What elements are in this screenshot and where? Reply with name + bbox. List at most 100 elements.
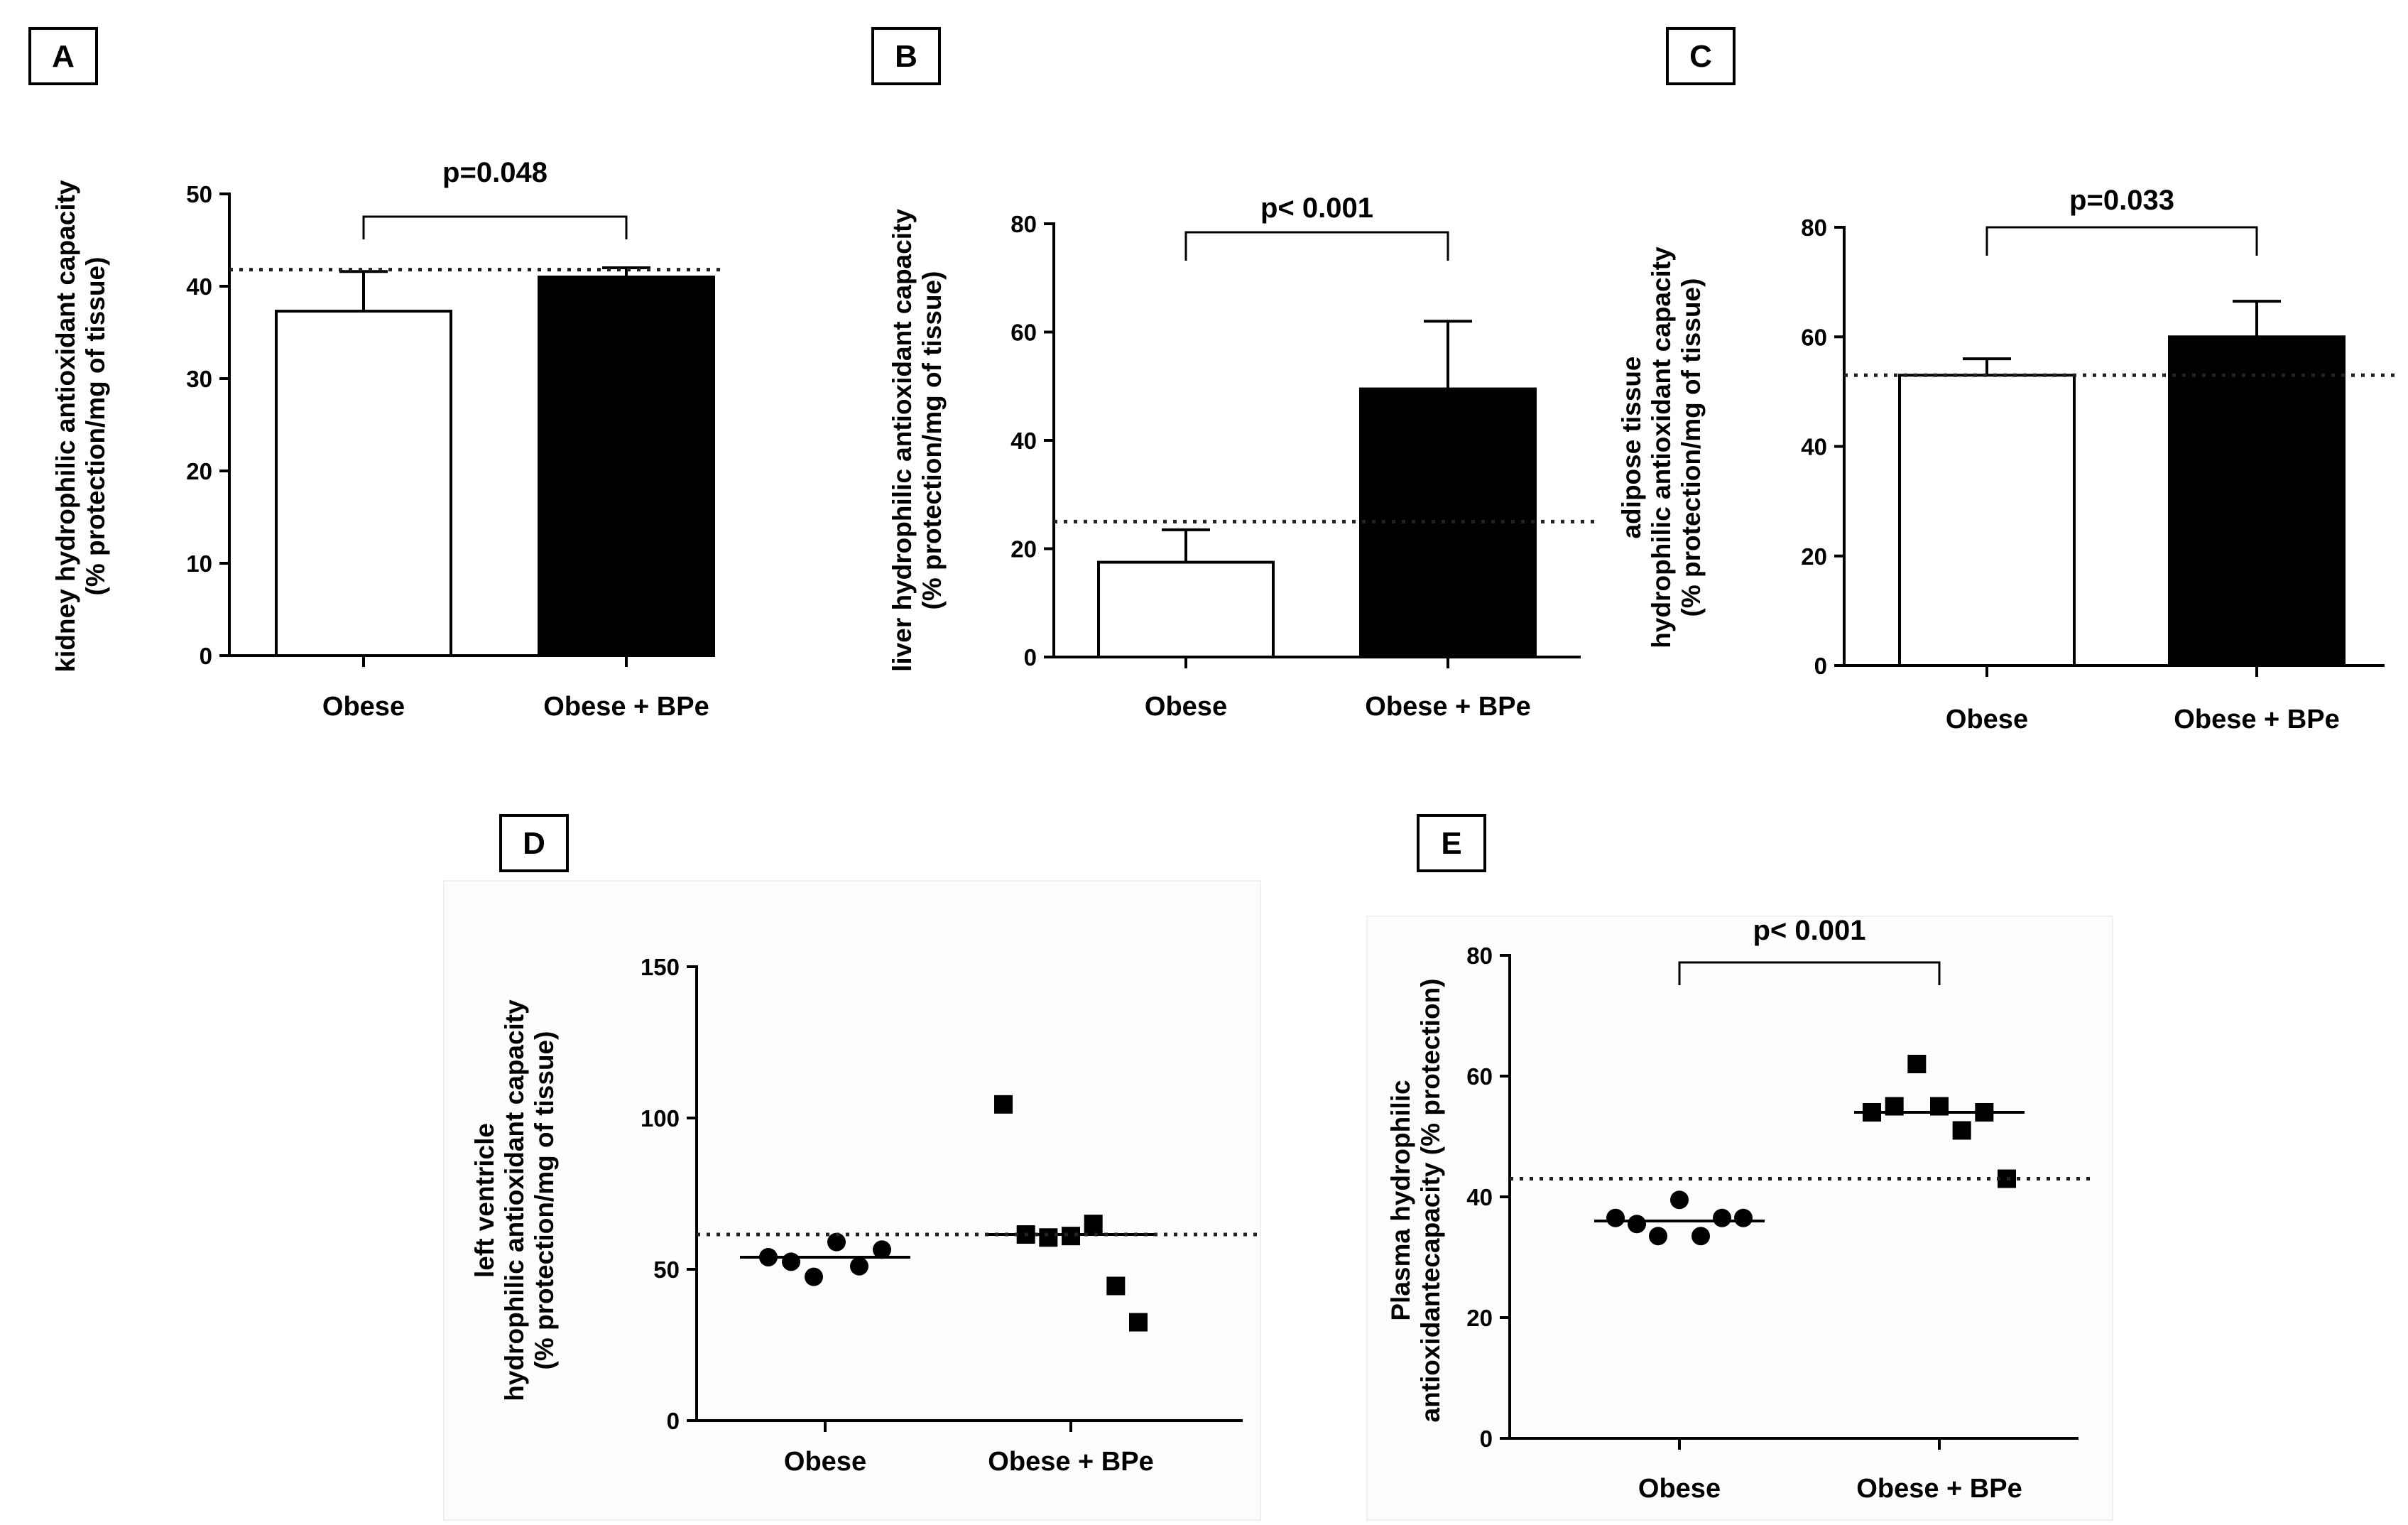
panel-c: C 0 20 40 60 80 Obese Obese + BPe adipose tissue… — [1617, 27, 2399, 734]
panel-c-y-axis-title-line: adipose tissue — [1617, 356, 1646, 538]
panel-e-p-value: p< 0.001 — [1753, 915, 1865, 946]
panel-d-point-obese — [850, 1257, 868, 1276]
panel-c-p-value: p=0.033 — [2069, 185, 2174, 216]
panel-b-y-tick-label: 0 — [1024, 644, 1037, 671]
panel-d-point-obese-bpe — [1129, 1313, 1148, 1332]
panel-d-backdrop — [443, 880, 1261, 1521]
panel-b-bar-obese-bpe — [1359, 387, 1537, 658]
panel-b-letter: B — [895, 39, 917, 74]
panel-e-x-tick-label: Obese — [1638, 1474, 1721, 1504]
panel-b-bar-obese — [1097, 560, 1275, 658]
panel-e-y-tick-label: 80 — [1466, 943, 1493, 969]
panel-a: A 0 10 20 30 40 50 Obese Obese + BPe kidney hydro… — [28, 27, 724, 722]
panel-b-significance-bracket — [1184, 231, 1449, 261]
panel-e: E 0 20 40 60 80 Obese Obese + BPe Plasma hydroph… — [1386, 814, 2093, 1504]
panel-a-y-tick-label: 10 — [186, 550, 212, 577]
panel-e-y-tick-label: 0 — [1480, 1426, 1493, 1452]
panel-d-point-obese — [873, 1240, 891, 1259]
panel-e-y-tick-label: 20 — [1466, 1305, 1493, 1331]
panels-root: A 0 10 20 30 40 50 Obese Obese + BPe kidney hydro… — [28, 27, 2399, 1504]
panel-a-y-axis-title: kidney hydrophilic antioxidant capacity(… — [51, 180, 110, 672]
panel-c-y-tick-label: 60 — [1801, 324, 1827, 350]
panel-e-point-obese — [1670, 1190, 1689, 1210]
panel-a-y-tick-label: 30 — [186, 366, 212, 392]
panel-c-y-tick-label: 80 — [1801, 215, 1827, 241]
panel-a-y-tick-label: 40 — [186, 273, 212, 300]
panel-b-p-value: p< 0.001 — [1260, 192, 1373, 224]
panel-e-y-axis-title-line: Plasma hydrophilic — [1386, 1080, 1415, 1320]
panel-e-point-obese-bpe — [1907, 1055, 1927, 1073]
panel-b-x-tick-label: Obese — [1145, 692, 1227, 722]
panel-c-y-axis-title-line: hydrophilic antioxidant capacity — [1647, 246, 1676, 648]
panel-b-x-tick-label: Obese + BPe — [1365, 692, 1530, 722]
panel-e-letter: E — [1441, 826, 1461, 861]
panel-a-y-axis-title-line: kidney hydrophilic antioxidant capacity — [51, 180, 80, 672]
panel-a-letter-box — [28, 27, 98, 85]
panel-c-x-tick-label: Obese + BPe — [2174, 705, 2339, 734]
panel-d: D 0 50 100 150 Obese Obese + BPe left ventricle… — [470, 814, 1257, 1477]
panel-d-point-obese-bpe — [1106, 1276, 1126, 1296]
panel-e-y-tick-label: 60 — [1466, 1063, 1493, 1090]
panel-d-x-tick-label: Obese — [784, 1447, 866, 1477]
panel-d-y-tick-label: 100 — [641, 1105, 680, 1131]
panel-b-y-axis-title-line: (% protection/mg of tissue) — [917, 271, 947, 610]
panel-d-letter: D — [523, 826, 545, 861]
panel-d-point-obese-bpe — [994, 1095, 1013, 1114]
panel-d-y-tick-label: 0 — [667, 1408, 680, 1434]
panel-c-bar-obese — [1898, 374, 2076, 667]
panel-e-point-obese-bpe — [1952, 1121, 1971, 1140]
panel-e-x-tick-label: Obese + BPe — [1856, 1474, 2022, 1504]
panel-a-y-tick-label: 50 — [186, 181, 212, 207]
panel-a-x-tick-label: Obese + BPe — [543, 692, 709, 722]
panel-d-y-tick-label: 150 — [641, 954, 680, 980]
panel-c-letter-box — [1666, 27, 1736, 85]
panel-a-x-tick-label: Obese — [322, 692, 405, 722]
panel-d-point-obese — [827, 1232, 846, 1252]
panel-b-y-tick-label: 20 — [1010, 536, 1037, 563]
panel-e-letter-box — [1417, 814, 1486, 872]
panel-e-point-obese — [1734, 1208, 1753, 1227]
panel-c-y-tick-label: 40 — [1801, 434, 1827, 460]
panel-d-y-axis-title-line: (% protection/mg of tissue) — [530, 1031, 559, 1370]
panel-d-point-obese — [805, 1267, 823, 1286]
panel-e-point-obese — [1628, 1215, 1646, 1234]
panel-d-letter-box — [499, 814, 569, 872]
panel-c-y-axis-title: adipose tissuehydrophilic antioxidant ca… — [1617, 246, 1706, 648]
panel-b-y-axis-title: liver hydrophilic antioxidant capacity(%… — [888, 209, 947, 672]
panel-a-y-tick-label: 20 — [186, 458, 212, 484]
panel-d-y-axis-title-line: hydrophilic antioxidant capacity — [500, 999, 529, 1401]
panel-a-y-tick-label: 0 — [200, 643, 212, 669]
panel-d-y-axis-title-line: left ventricle — [470, 1123, 499, 1278]
panel-d-point-obese-bpe — [1039, 1228, 1058, 1247]
panel-b-y-tick-label: 40 — [1010, 428, 1037, 454]
panel-e-y-tick-label: 40 — [1466, 1184, 1493, 1210]
panel-c-y-tick-label: 0 — [1814, 653, 1827, 679]
panel-e-point-obese — [1649, 1227, 1667, 1246]
panel-b-y-axis-title-line: liver hydrophilic antioxidant capacity — [888, 209, 917, 672]
panel-a-y-axis-title-line: (% protection/mg of tissue) — [81, 257, 110, 596]
panel-a-letter: A — [52, 39, 75, 74]
panel-c-y-axis-title-line: (% protection/mg of tissue) — [1677, 278, 1706, 617]
panel-c-letter: C — [1689, 39, 1712, 74]
panel-c-x-tick-label: Obese — [1946, 705, 2028, 734]
panel-d-point-obese — [782, 1252, 800, 1271]
panel-d-y-axis-title: left ventriclehydrophilic antioxidant ca… — [470, 999, 559, 1401]
panel-e-y-axis-title-line: antioxidantecapacity (% protection) — [1416, 979, 1445, 1423]
panel-e-point-obese — [1606, 1208, 1625, 1227]
panel-a-bar-obese — [275, 310, 452, 657]
panel-b-y-tick-label: 60 — [1010, 320, 1037, 346]
panel-e-significance-bracket — [1678, 961, 1941, 985]
panel-c-y-tick-label: 20 — [1801, 543, 1827, 570]
panel-d-x-tick-label: Obese + BPe — [988, 1447, 1153, 1477]
panel-e-point-obese — [1691, 1227, 1710, 1246]
panel-d-y-tick-label: 50 — [653, 1257, 680, 1283]
panel-a-significance-bracket — [362, 215, 628, 239]
panel-d-point-obese-bpe — [1084, 1215, 1103, 1234]
panel-a-p-value: p=0.048 — [442, 157, 547, 188]
panel-c-bar-obese-bpe — [2168, 335, 2346, 667]
panel-e-point-obese — [1713, 1208, 1731, 1227]
panel-b: B 0 20 40 60 80 Obese Obese + BPe liver hydrophi… — [871, 27, 1595, 722]
panel-a-bar-obese-bpe — [538, 276, 715, 657]
panel-c-significance-bracket — [1985, 226, 2258, 256]
